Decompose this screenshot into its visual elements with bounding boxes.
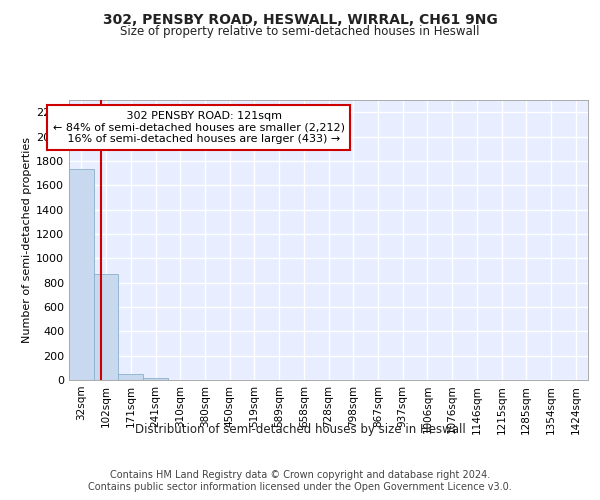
- Bar: [69, 170, 94, 380]
- Text: 302, PENSBY ROAD, HESWALL, WIRRAL, CH61 9NG: 302, PENSBY ROAD, HESWALL, WIRRAL, CH61 …: [103, 12, 497, 26]
- Text: Contains HM Land Registry data © Crown copyright and database right 2024.: Contains HM Land Registry data © Crown c…: [110, 470, 490, 480]
- Bar: [94, 274, 118, 380]
- Text: 302 PENSBY ROAD: 121sqm
← 84% of semi-detached houses are smaller (2,212)
   16%: 302 PENSBY ROAD: 121sqm ← 84% of semi-de…: [53, 111, 345, 144]
- Bar: [118, 374, 143, 380]
- Y-axis label: Number of semi-detached properties: Number of semi-detached properties: [22, 137, 32, 343]
- Bar: [143, 378, 168, 380]
- Text: Distribution of semi-detached houses by size in Heswall: Distribution of semi-detached houses by …: [134, 422, 466, 436]
- Text: Contains public sector information licensed under the Open Government Licence v3: Contains public sector information licen…: [88, 482, 512, 492]
- Text: Size of property relative to semi-detached houses in Heswall: Size of property relative to semi-detach…: [120, 25, 480, 38]
